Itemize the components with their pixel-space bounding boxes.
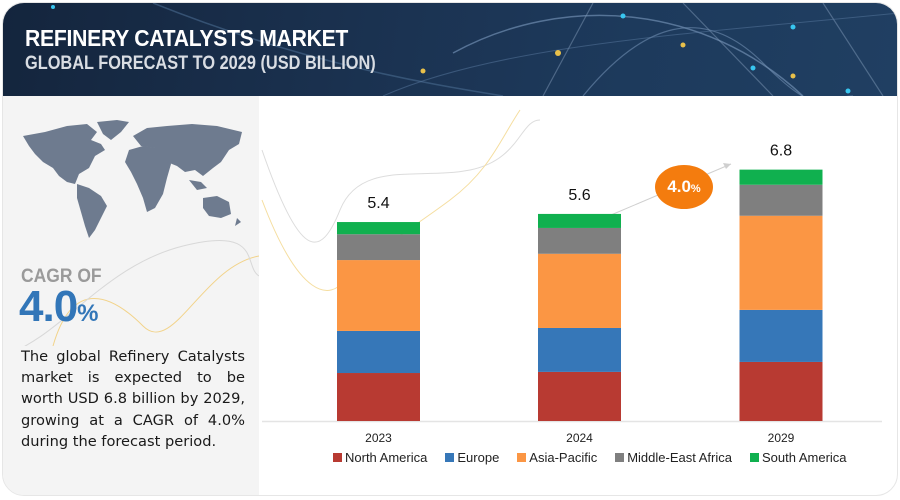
chart-title: REFINERY CATALYSTS MARKET	[25, 25, 349, 51]
total-label-2024: 5.6	[568, 187, 590, 204]
cagr-percent-sign: %	[77, 300, 98, 327]
legend-item-europe: Europe	[445, 450, 499, 465]
legend-swatch	[333, 453, 342, 462]
world-map-icon	[23, 120, 242, 238]
cagr-value: 4.0%	[19, 282, 99, 332]
legend-label: Asia-Pacific	[529, 450, 598, 465]
cagr-label: CAGR OF	[21, 266, 102, 287]
bar-segment-north-america-2023	[337, 373, 420, 421]
legend-item-south-america: South America	[749, 450, 847, 465]
legend-label: Europe	[457, 450, 500, 465]
market-description: The global Refinery Catalysts market is …	[21, 348, 245, 450]
bar-segment-middle-east-africa-2024	[538, 227, 621, 254]
total-label-2029: 6.8	[770, 143, 792, 160]
bar-segment-north-america-2029	[739, 361, 823, 421]
bar-segment-south-america-2024	[538, 213, 621, 228]
growth-badge-number: 4.0	[667, 177, 691, 196]
header-background-lines	[51, 3, 897, 96]
legend-swatch	[445, 453, 455, 462]
growth-badge-percent: %	[690, 182, 701, 195]
decorative-gray-curve	[261, 119, 541, 243]
legend-label: Middle-East Africa	[627, 450, 732, 465]
bar-segment-asia-pacific-2024	[538, 253, 621, 328]
growth-arrow-head	[723, 163, 731, 169]
left-panel: CAGR OF 4.0% The global Refinery Catalys…	[3, 96, 259, 495]
bar-segment-middle-east-africa-2029	[739, 184, 823, 216]
decorative-curves	[24, 240, 259, 346]
x-tick-label-2023: 2023	[365, 431, 392, 445]
legend-item-asia-pacific: Asia-Pacific	[517, 450, 597, 465]
bar-segment-asia-pacific-2023	[337, 260, 420, 331]
x-tick-label-2029: 2029	[768, 431, 795, 445]
bar-segment-south-america-2023	[337, 222, 420, 235]
header-banner: REFINERY CATALYSTS MARKET GLOBAL FORECAS…	[3, 3, 897, 96]
bar-segment-middle-east-africa-2023	[337, 234, 420, 261]
bar-segment-europe-2024	[538, 327, 621, 372]
growth-badge: 4.0%	[655, 165, 713, 209]
total-label-2023: 5.4	[367, 195, 389, 212]
bar-segment-europe-2029	[739, 309, 823, 362]
legend-swatch	[615, 453, 625, 462]
cagr-number: 4.0	[19, 282, 78, 331]
chart-subtitle: GLOBAL FORECAST TO 2029 (USD BILLION)	[25, 53, 376, 74]
bar-segment-south-america-2029	[739, 169, 823, 185]
legend-swatch	[749, 453, 759, 462]
chart-legend: North America Europe Asia-Pacific Middle-Ea…	[333, 450, 865, 465]
bar-segment-north-america-2024	[538, 371, 621, 421]
bar-segment-europe-2023	[337, 330, 420, 374]
bar-segment-asia-pacific-2029	[739, 215, 823, 310]
legend-item-middle-east-africa: Middle-East Africa	[615, 450, 732, 465]
legend-label: South America	[761, 450, 847, 465]
legend-label: North America	[345, 450, 428, 465]
legend-swatch	[517, 453, 527, 462]
legend-item-north-america: North America	[333, 450, 427, 465]
x-tick-label-2024: 2024	[566, 431, 593, 445]
